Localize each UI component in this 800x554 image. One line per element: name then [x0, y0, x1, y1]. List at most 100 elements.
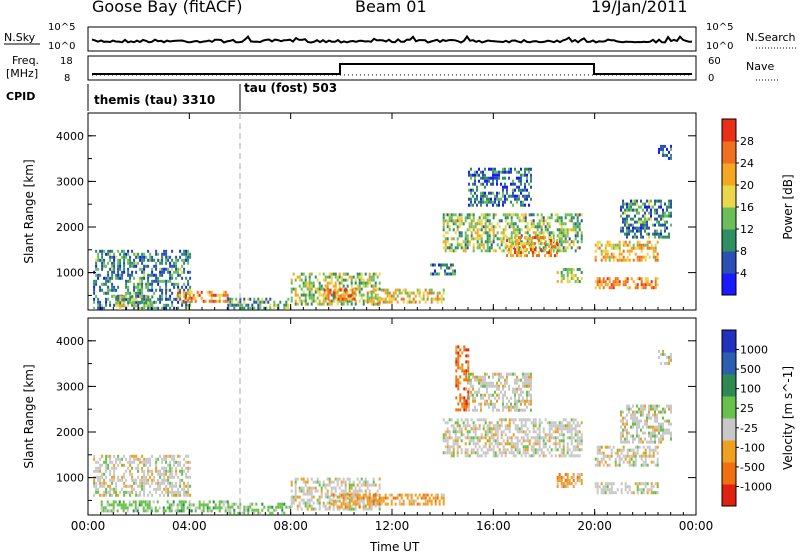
echo-cell [496, 372, 498, 376]
echo-cell [668, 150, 670, 154]
echo-cell [337, 288, 340, 292]
echo-cell [99, 463, 102, 467]
echo-cell [326, 477, 329, 481]
echo-cell [328, 501, 331, 505]
echo-cell [468, 430, 471, 434]
echo-cell [127, 273, 130, 277]
echo-cell [159, 493, 162, 497]
echo-cell [544, 240, 547, 244]
echo-cell [151, 469, 154, 473]
echo-cell [165, 291, 168, 295]
echo-cell [354, 290, 357, 294]
echo-cell [463, 408, 466, 412]
echo-cell [630, 448, 633, 452]
echo-cell [596, 485, 599, 489]
echo-cell [542, 236, 544, 240]
echo-cell [135, 294, 138, 298]
echo-cell [93, 279, 96, 283]
echo-cell [522, 242, 524, 246]
echo-cell [512, 188, 514, 192]
echo-cell [480, 225, 483, 229]
echo-cell [626, 217, 628, 221]
echo-cell [330, 502, 333, 506]
echo-cell [522, 396, 524, 400]
echo-cell [318, 287, 321, 291]
echo-cell [131, 460, 134, 464]
echo-cell [247, 306, 250, 310]
echo-cell [642, 460, 645, 464]
echo-cell [161, 481, 164, 485]
echo-cell [216, 506, 219, 510]
echo-cell [426, 502, 429, 506]
echo-cell [530, 387, 532, 391]
echo-cell [534, 430, 537, 434]
echo-cell [368, 489, 371, 493]
echo-cell [520, 421, 523, 425]
echo-cell [576, 240, 579, 244]
echo-cell [366, 507, 369, 511]
echo-cell [568, 243, 571, 247]
echo-cell [494, 430, 497, 434]
echo-cell [634, 416, 636, 420]
echo-cell [632, 229, 634, 233]
echo-cell [528, 393, 530, 397]
echo-cell [466, 240, 469, 244]
echo-cell [644, 205, 646, 209]
echo-cell [143, 276, 146, 280]
echo-cell [642, 208, 644, 212]
echo-cell [314, 480, 317, 484]
echo-cell [504, 378, 506, 382]
echo-cell [452, 228, 455, 232]
echo-cell [470, 393, 472, 397]
echo-cell [461, 405, 464, 409]
echo-cell [187, 487, 190, 491]
echo-cell [314, 275, 317, 279]
echo-cell [476, 197, 478, 201]
echo-cell [348, 275, 351, 279]
echo-cell [518, 427, 521, 431]
echo-cell [175, 282, 178, 286]
echo-cell [544, 254, 546, 258]
echo-cell [464, 454, 467, 458]
echo-cell [640, 491, 643, 495]
echo-cell [560, 439, 563, 443]
echo-cell [131, 261, 134, 265]
echo-cell [470, 197, 472, 201]
echo-cell [181, 285, 184, 289]
echo-cell [358, 275, 361, 279]
velocity-colorbar-swatch [722, 484, 736, 507]
echo-cell [522, 430, 525, 434]
echo-cell [528, 372, 530, 376]
echo-cell [456, 421, 459, 425]
echo-cell [316, 501, 319, 505]
echo-cell [318, 483, 321, 487]
echo-cell [482, 173, 484, 177]
echo-cell [518, 430, 521, 434]
echo-cell [564, 479, 567, 482]
echo-cell [636, 451, 639, 455]
echo-cell [574, 222, 577, 226]
echo-cell [275, 508, 278, 512]
echo-cell [526, 418, 529, 422]
echo-cell [316, 296, 319, 300]
echo-cell [308, 504, 311, 508]
echo-cell [143, 469, 146, 473]
echo-cell [294, 302, 297, 306]
echo-cell [328, 505, 331, 509]
echo-cell [530, 454, 533, 458]
echo-cell [476, 185, 478, 189]
echo-cell [171, 472, 174, 476]
echo-cell [231, 505, 234, 509]
echo-cell [348, 480, 351, 484]
echo-cell [338, 281, 341, 285]
echo-cell [616, 280, 619, 284]
echo-cell [460, 246, 463, 250]
echo-cell [600, 451, 603, 455]
echo-cell [446, 448, 449, 452]
echo-cell [269, 297, 272, 301]
echo-cell [330, 275, 333, 279]
echo-cell [257, 297, 260, 301]
echo-cell [560, 433, 563, 437]
echo-cell [606, 488, 609, 492]
echo-cell [640, 277, 643, 281]
